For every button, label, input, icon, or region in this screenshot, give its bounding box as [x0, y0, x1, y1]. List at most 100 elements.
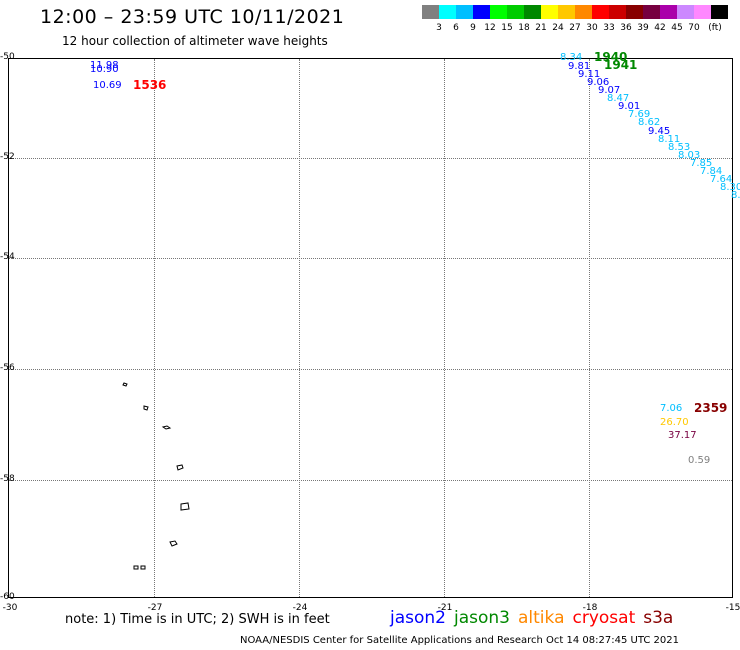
grid-line-meridian	[589, 59, 590, 597]
wave-height-label: 8.30	[720, 182, 740, 193]
grid-line-parallel	[9, 480, 732, 481]
wave-height-label: 7.64	[710, 174, 733, 185]
footer-note: note: 1) Time is in UTC; 2) SWH is in fe…	[65, 612, 330, 627]
satellite-name: altika	[518, 608, 565, 628]
legend-swatch	[490, 5, 507, 19]
legend-swatch	[575, 5, 592, 19]
legend-swatch	[711, 5, 728, 19]
longitude-label: -15	[725, 603, 740, 613]
credit-line: NOAA/NESDIS Center for Satellite Applica…	[240, 635, 679, 646]
legend-label: 6	[453, 23, 459, 33]
latitude-label: -52	[0, 152, 15, 162]
time-label: 2359	[694, 401, 728, 415]
wave-height-label: 7.06	[660, 403, 683, 414]
wave-height-label: 9.11	[578, 69, 601, 80]
wave-height-label: 8.11	[658, 134, 681, 145]
legend-label: 21	[535, 23, 547, 33]
legend-label: 18	[518, 23, 530, 33]
wave-height-label: 26.70	[660, 417, 689, 428]
longitude-label: -27	[147, 603, 163, 613]
legend-label: (ft)	[708, 23, 722, 33]
legend-label: 36	[620, 23, 632, 33]
legend-label: 9	[470, 23, 476, 33]
legend-swatch	[626, 5, 643, 19]
island-outline	[169, 540, 178, 547]
legend-label: 24	[552, 23, 564, 33]
wave-height-label: 8.34	[560, 52, 583, 63]
longitude-label: -24	[292, 603, 308, 613]
wave-height-label: 8.	[731, 190, 740, 201]
legend-swatch	[643, 5, 660, 19]
legend-swatch	[541, 5, 558, 19]
grid-line-meridian	[154, 59, 155, 597]
page-title: 12:00 – 23:59 UTC 10/11/2021	[40, 6, 345, 28]
legend-swatch	[422, 5, 439, 19]
legend-swatch	[524, 5, 541, 19]
latitude-label: -56	[0, 363, 15, 373]
wave-height-label: 10.69	[93, 80, 122, 91]
legend-swatch	[609, 5, 626, 19]
island-outline	[176, 464, 184, 471]
legend-label: 39	[637, 23, 649, 33]
satellite-name: jason2	[390, 608, 446, 628]
island-outline	[161, 425, 172, 430]
time-label: 1941	[604, 58, 638, 72]
legend-label: 33	[603, 23, 615, 33]
legend-label: 27	[569, 23, 581, 33]
wave-height-label: 7.69	[628, 109, 651, 120]
island-outline	[143, 405, 149, 411]
longitude-label: -30	[2, 603, 18, 613]
legend-swatch	[660, 5, 677, 19]
latitude-label: -58	[0, 474, 15, 484]
grid-line-parallel	[9, 158, 732, 159]
wave-height-label: 7.85	[690, 158, 713, 169]
island-outline	[122, 382, 128, 387]
page-subtitle: 12 hour collection of altimeter wave hei…	[62, 34, 328, 48]
latitude-label: -54	[0, 252, 15, 262]
grid-line-parallel	[9, 258, 732, 259]
grid-line-meridian	[299, 59, 300, 597]
wave-height-label: 8.62	[638, 117, 661, 128]
legend-label: 3	[436, 23, 442, 33]
time-label: 1940	[594, 50, 628, 64]
latitude-label: -60	[0, 592, 15, 602]
satellite-name: cryosat	[572, 608, 636, 628]
wave-height-label: 37.17	[668, 430, 697, 441]
longitude-label: -21	[437, 603, 453, 613]
grid-line-parallel	[9, 369, 732, 370]
satellite-legend: jason2 jason3 altika cryosat s3a	[390, 608, 681, 628]
wave-height-label: 9.01	[618, 101, 641, 112]
legend-label: 70	[688, 23, 700, 33]
legend-swatch	[456, 5, 473, 19]
legend-swatch	[694, 5, 711, 19]
legend-label: 12	[484, 23, 496, 33]
island-outline	[180, 502, 190, 511]
satellite-name: s3a	[643, 608, 674, 628]
wave-height-label: 8.03	[678, 150, 701, 161]
legend-swatch	[592, 5, 609, 19]
longitude-label: -18	[582, 603, 598, 613]
island-outline	[140, 565, 146, 570]
wave-height-label: 10.90	[90, 64, 119, 75]
wave-height-label: 8.53	[668, 142, 691, 153]
map-frame	[8, 58, 733, 598]
time-label: 1536	[133, 78, 167, 92]
legend-label: 45	[671, 23, 683, 33]
legend-swatch	[558, 5, 575, 19]
satellite-name: jason3	[454, 608, 510, 628]
wave-height-label: 0.59	[688, 455, 711, 466]
wave-height-label: 11.98	[90, 60, 119, 71]
legend-label: 15	[501, 23, 513, 33]
wave-height-label: 9.06	[587, 77, 610, 88]
wave-height-label: 9.45	[648, 126, 671, 137]
legend-label: 42	[654, 23, 666, 33]
legend-swatch	[473, 5, 490, 19]
island-outline	[133, 565, 139, 570]
legend-swatch	[439, 5, 456, 19]
latitude-label: -50	[0, 52, 15, 62]
wave-height-label: 8.47	[607, 93, 630, 104]
wave-height-label: 9.07	[598, 85, 621, 96]
wave-height-label: 7.84	[700, 166, 723, 177]
grid-line-meridian	[444, 59, 445, 597]
